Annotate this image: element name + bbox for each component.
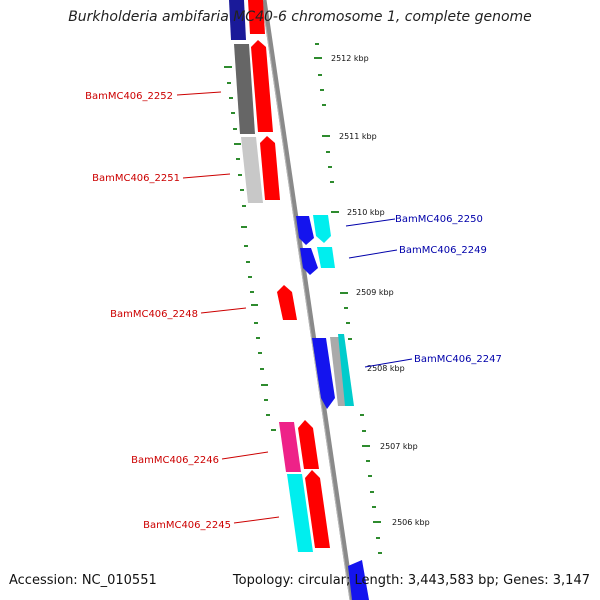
gene-arrow (260, 136, 280, 200)
gene-label: BamMC406_2251 (92, 173, 180, 184)
tick-track-left (224, 66, 276, 431)
gene-arrow (317, 247, 335, 268)
genome-stats: Topology: circular; Length: 3,443,583 bp… (232, 573, 590, 588)
kbp-label: 2512 kbp (331, 54, 369, 63)
gene-arrow (287, 474, 313, 552)
gene-arrow (298, 420, 319, 469)
gene-label: BamMC406_2245 (143, 520, 231, 531)
gene-label: BamMC406_2247 (414, 354, 502, 365)
gene-arrow (248, 0, 265, 34)
kbp-label: 2507 kbp (380, 442, 418, 451)
gene-label: BamMC406_2246 (131, 455, 219, 466)
kbp-label: 2510 kbp (347, 208, 385, 217)
gene-arrow (305, 470, 330, 548)
tick-track-right (314, 43, 382, 554)
kbp-label: 2506 kbp (392, 518, 430, 527)
accession-text: Accession: NC_010551 (9, 573, 157, 588)
gene-label: BamMC406_2252 (85, 91, 173, 102)
gene-arrow (312, 338, 335, 409)
gene-arrow (234, 44, 255, 134)
gene-label: BamMC406_2249 (399, 245, 487, 256)
gene-arrow (296, 216, 314, 245)
gene-label: BamMC406_2248 (110, 309, 198, 320)
gene-arrow (277, 285, 297, 320)
kbp-label: 2509 kbp (356, 288, 394, 297)
gene-arrow (300, 248, 318, 275)
kbp-label: 2508 kbp (367, 364, 405, 373)
gene-arrow (338, 334, 354, 406)
gene-arrow (241, 137, 263, 203)
gene-arrow (229, 0, 246, 40)
gene-arrow (251, 40, 273, 132)
gene-arrow (313, 215, 331, 243)
kbp-label: 2511 kbp (339, 132, 377, 141)
label-leaders (176, 91, 413, 524)
gene-arrow (348, 560, 369, 600)
gene-arrow (279, 422, 301, 472)
genome-backbone (261, 0, 355, 600)
gene-label: BamMC406_2250 (395, 214, 483, 225)
map-title: Burkholderia ambifaria MC40-6 chromosome… (68, 9, 532, 25)
